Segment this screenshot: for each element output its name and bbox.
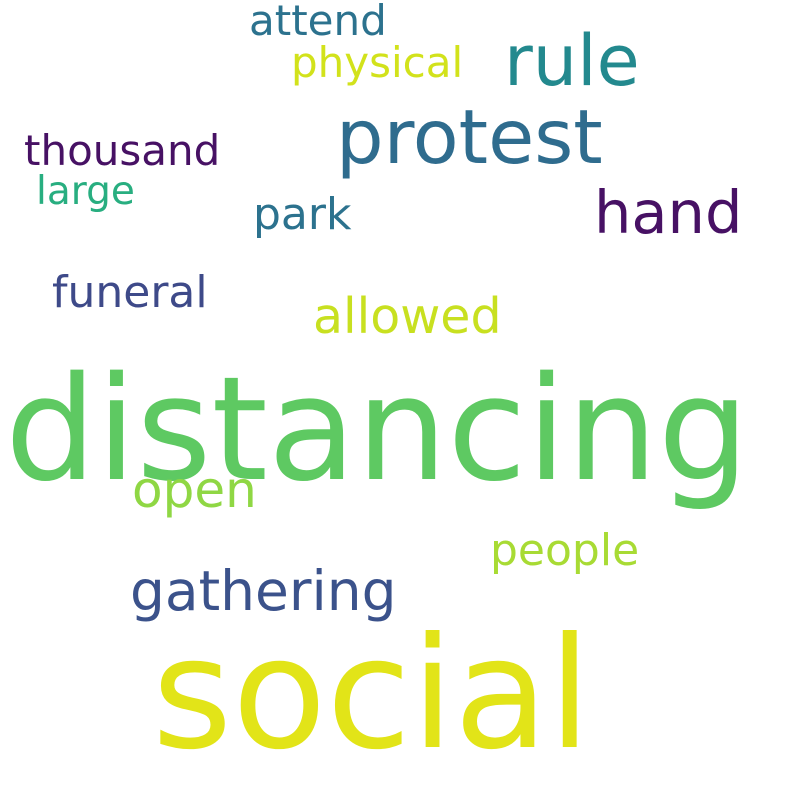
word-rule: rule bbox=[504, 20, 640, 102]
word-protest: protest bbox=[336, 93, 603, 181]
word-park: park bbox=[253, 189, 352, 240]
word-social: social bbox=[152, 605, 592, 784]
word-distancing: distancing bbox=[5, 345, 750, 513]
word-people: people bbox=[490, 525, 640, 576]
word-hand: hand bbox=[594, 178, 743, 247]
word-funeral: funeral bbox=[52, 267, 208, 318]
word-physical: physical bbox=[291, 38, 464, 87]
word-thousand: thousand bbox=[24, 126, 221, 175]
word-large: large bbox=[36, 169, 135, 214]
word-allowed: allowed bbox=[313, 288, 502, 345]
word-attend: attend bbox=[249, 0, 387, 45]
word-gathering: gathering bbox=[130, 559, 397, 623]
word-open: open bbox=[132, 461, 257, 519]
